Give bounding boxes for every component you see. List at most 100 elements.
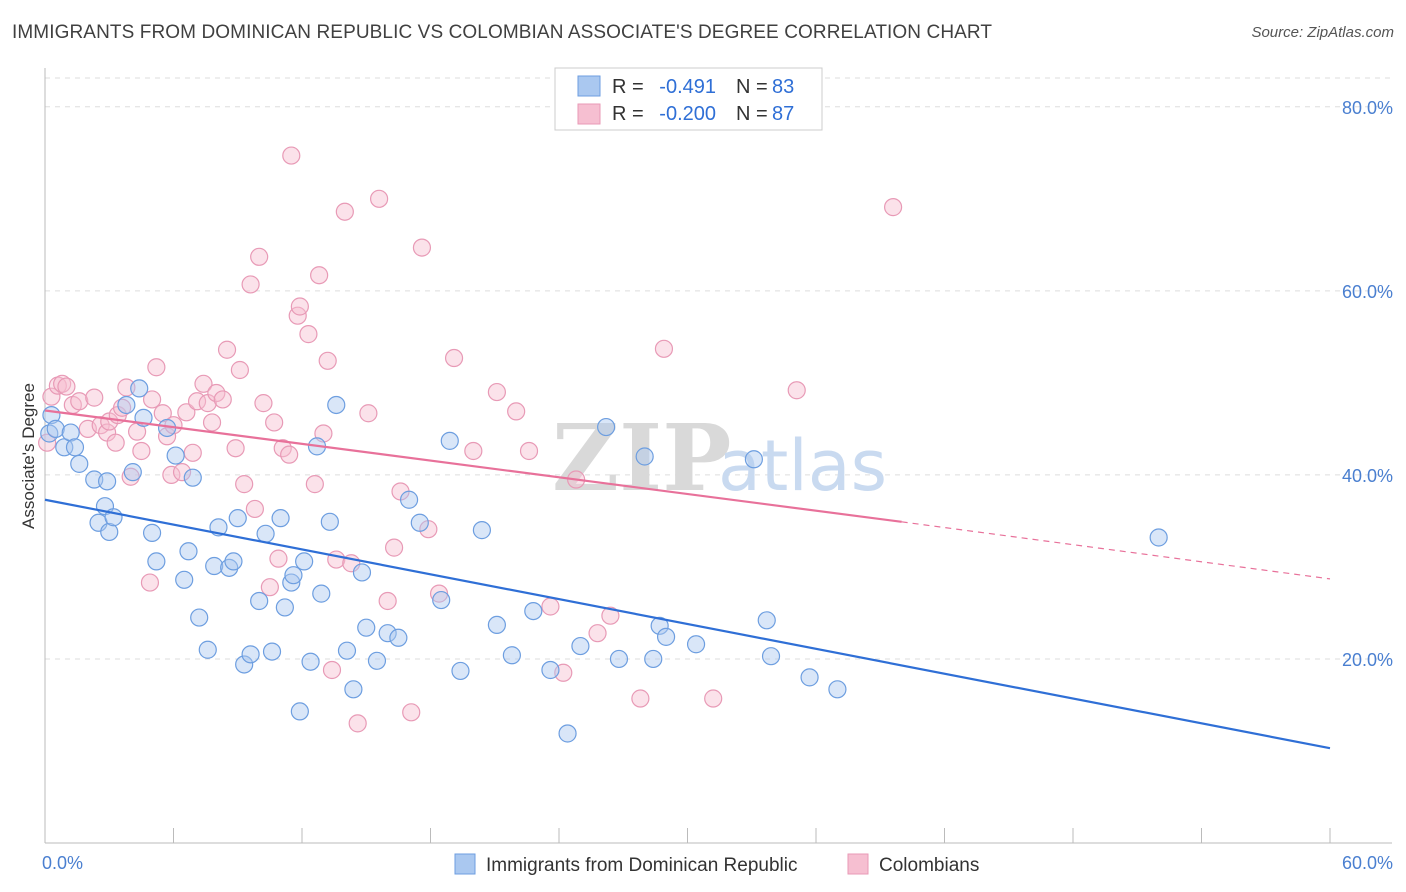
colombian-point-44 <box>265 413 284 432</box>
colombian-point-58 <box>335 202 354 221</box>
colombian-point-6 <box>70 392 89 411</box>
dominican-point-2 <box>46 419 65 438</box>
legend-r-value-pink: -0.200 <box>659 103 716 125</box>
dominican-point-40 <box>290 702 309 721</box>
colombian-point-50 <box>290 297 309 316</box>
dominican-point-52 <box>378 624 397 643</box>
dominican-point-73 <box>744 450 763 469</box>
colombian-point-35 <box>217 340 237 359</box>
dominican-point-31 <box>235 655 254 674</box>
stats-legend: R = -0.491 N = 83 R = -0.200 N = 87 <box>554 67 823 131</box>
dominican-point-6 <box>70 454 89 473</box>
dominican-point-65 <box>571 636 590 656</box>
colombian-point-56 <box>322 660 342 680</box>
dominican-point-35 <box>262 642 282 661</box>
colombians-points <box>38 146 903 733</box>
colombian-point-38 <box>235 475 254 494</box>
dominican-point-58 <box>451 661 470 681</box>
dominican-point-60 <box>487 615 506 635</box>
dominican-point-74 <box>757 611 776 630</box>
dominican-point-21 <box>175 570 194 589</box>
dominican-point-4 <box>61 423 80 442</box>
dominican-point-69 <box>644 649 663 669</box>
dominican-point-26 <box>205 556 224 576</box>
dominican-point-39 <box>284 566 303 585</box>
dominican-point-67 <box>609 649 629 669</box>
dominican-point-76 <box>800 668 819 687</box>
colombian-point-32 <box>202 413 222 432</box>
colombian-point-63 <box>378 591 397 611</box>
dominican-point-17 <box>142 523 162 542</box>
colombian-point-62 <box>370 189 389 208</box>
colombian-point-45 <box>269 549 288 568</box>
colombian-point-40 <box>245 499 264 519</box>
dominican-point-77 <box>828 680 847 699</box>
colombian-point-12 <box>106 433 125 452</box>
colombian-point-52 <box>305 475 324 494</box>
dominican-point-78 <box>1149 528 1168 547</box>
colombian-point-47 <box>280 445 299 464</box>
dominican-point-51 <box>367 651 387 670</box>
dominican-point-55 <box>410 513 429 532</box>
colombian-point-24 <box>162 465 181 485</box>
dominican-point-66 <box>597 417 616 437</box>
series-legend: Immigrants from Dominican Republic Colom… <box>454 853 979 876</box>
colombian-point-1 <box>42 387 61 406</box>
dominican-point-15 <box>130 379 149 398</box>
dominican-point-24 <box>190 608 209 627</box>
colombian-point-64 <box>384 538 404 557</box>
legend-swatch-blue <box>577 75 601 97</box>
colombian-point-71 <box>464 441 483 461</box>
dominican-point-46 <box>327 395 346 415</box>
dominican-point-50 <box>357 618 376 637</box>
legend-r-value-blue: -0.491 <box>659 76 716 98</box>
legend-n-label-pink: N = <box>736 103 768 125</box>
colombian-point-79 <box>601 606 620 625</box>
dominican-point-5 <box>65 438 85 457</box>
dominican-point-68 <box>635 447 654 466</box>
dominican-point-71 <box>656 627 676 646</box>
y-tick-labels: 20.0% 40.0% 60.0% 80.0% <box>1342 98 1393 670</box>
trend-line-dominican <box>44 498 1331 750</box>
dominican-point-34 <box>256 524 275 543</box>
x-tick-label-1: 60.0% <box>1342 853 1393 873</box>
bottom-legend-swatch-pink <box>847 853 869 875</box>
colombian-point-82 <box>704 689 723 708</box>
colombian-point-36 <box>226 439 245 458</box>
dominican-point-70 <box>650 616 669 635</box>
watermark-zip: ZIP <box>552 404 731 512</box>
dominican-point-13 <box>117 395 136 415</box>
colombian-point-57 <box>327 550 346 569</box>
dominican-point-62 <box>524 601 543 621</box>
dominican-point-29 <box>224 552 243 571</box>
colombian-point-37 <box>230 360 249 380</box>
legend-r-label-pink: R = <box>612 103 644 125</box>
dominican-point-23 <box>183 468 202 487</box>
legend-n-value-blue: 83 <box>772 76 794 98</box>
dominican-point-53 <box>389 628 408 647</box>
colombian-point-39 <box>241 275 260 294</box>
colombian-point-74 <box>519 441 539 461</box>
dominican-point-44 <box>312 584 331 603</box>
colombian-point-22 <box>153 404 172 423</box>
legend-r-label-blue: R = <box>612 76 644 98</box>
colombian-point-61 <box>359 404 378 423</box>
dominican-point-37 <box>275 598 294 617</box>
colombian-point-21 <box>147 358 166 377</box>
colombian-point-83 <box>787 381 806 400</box>
dominican-point-57 <box>440 431 459 450</box>
dominican-point-41 <box>295 552 314 571</box>
bottom-legend-swatch-blue <box>454 853 476 875</box>
legend-swatch-pink <box>577 103 601 125</box>
colombian-point-20 <box>142 390 162 409</box>
colombian-point-51 <box>299 325 318 344</box>
dominican-point-20 <box>166 446 185 465</box>
bottom-legend-label-blue: Immigrants from Dominican Republic <box>486 855 798 876</box>
trend-lines <box>44 409 1331 750</box>
dominican-point-54 <box>399 490 419 509</box>
dominican-point-10 <box>100 522 119 542</box>
dominican-point-56 <box>432 590 451 610</box>
colombian-point-28 <box>183 443 202 462</box>
dominican-point-42 <box>301 652 320 671</box>
y-tick-label-1: 40.0% <box>1342 466 1393 486</box>
